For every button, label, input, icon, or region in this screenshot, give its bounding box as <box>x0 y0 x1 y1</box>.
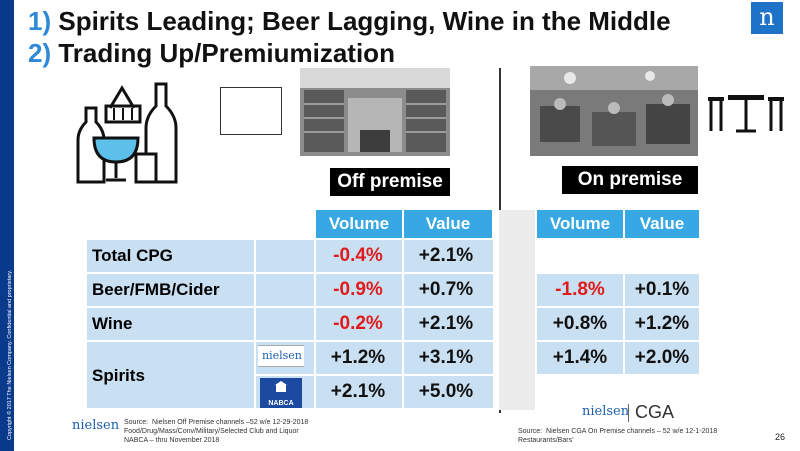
on-volume-header: Volume <box>537 210 623 238</box>
beer-off-value: +0.7% <box>418 279 474 300</box>
cell-gutter <box>256 374 493 376</box>
cga-logo-separator <box>628 404 629 422</box>
spirits-nielsen-off-value: +3.1% <box>418 347 474 368</box>
title-line-1-text: Spirits Leading; Beer Lagging, Wine in t… <box>58 6 671 36</box>
on-premise-label: On premise <box>562 166 698 194</box>
beer-on-value: +0.1% <box>634 279 690 300</box>
source-note-on-premise: Source: Nielsen CGA On Premise channels … <box>518 428 718 444</box>
off-premise-label: Off premise <box>330 168 450 196</box>
nielsen-source-logo: nielsen <box>258 345 304 367</box>
spirits-nabca-off-value: +5.0% <box>418 381 474 402</box>
total-cpg-off-volume: -0.4% <box>333 245 383 266</box>
total-cpg-off-value: +2.1% <box>418 245 474 266</box>
title-line-2-number: 2) <box>28 38 52 68</box>
bottles-basket-icon <box>76 82 178 184</box>
source-note-off-premise: Source: Nielsen Off Premise channels –52… <box>124 419 309 444</box>
table-row <box>87 240 493 272</box>
table-row <box>537 274 699 306</box>
building-icon <box>275 381 287 392</box>
page-number: 26 <box>775 432 786 442</box>
cell-gutter <box>314 240 316 408</box>
row-label-total-cpg: Total CPG <box>92 246 173 265</box>
bar-restaurant-photo <box>530 66 698 156</box>
row-label-spirits: Spirits <box>92 366 145 385</box>
table-row <box>87 308 493 340</box>
empty-placeholder-box <box>220 87 282 135</box>
beer-off-volume: -0.9% <box>333 279 383 300</box>
wine-on-volume: +0.8% <box>552 313 608 334</box>
spirits-on-value: +2.0% <box>634 347 690 368</box>
wine-off-volume: -0.2% <box>333 313 383 334</box>
off-value-header: Value <box>404 210 492 238</box>
title-line-2-text: Trading Up/Premiumization <box>58 38 395 68</box>
wine-on-value: +1.2% <box>634 313 690 334</box>
table-gap-column <box>499 210 535 410</box>
cga-nielsen-logo: nielsen <box>582 404 630 419</box>
title-line-1-number: 1) <box>28 6 52 36</box>
nielsen-n-logo-icon: n <box>751 2 783 34</box>
cell-gutter <box>402 240 404 408</box>
row-label-beer: Beer/FMB/Cider <box>92 280 220 299</box>
title-line-1: 1) Spirits Leading; Beer Lagging, Wine i… <box>28 6 671 37</box>
table-row <box>87 274 493 306</box>
liquor-store-photo <box>300 68 450 156</box>
on-value-header: Value <box>625 210 699 238</box>
spirits-on-volume: +1.4% <box>552 347 608 368</box>
cga-logo: CGA <box>635 402 675 422</box>
left-sidebar-bar: Copyright © 2017 The Nielsen Company. Co… <box>0 0 14 451</box>
row-label-wine: Wine <box>92 314 133 333</box>
off-volume-header: Volume <box>316 210 402 238</box>
bar-table-stools-icon <box>708 95 784 133</box>
cell-gutter <box>623 274 625 374</box>
table-row <box>537 342 699 374</box>
copyright-text: Copyright © 2017 The Nielsen Company. Co… <box>7 269 13 440</box>
cell-gutter <box>254 240 256 408</box>
beer-on-volume: -1.8% <box>555 279 605 300</box>
spirits-nielsen-off-volume: +1.2% <box>330 347 386 368</box>
spirits-nabca-off-volume: +2.1% <box>330 381 386 402</box>
nielsen-chip-text: nielsen <box>262 349 302 362</box>
nabca-label: NABCA <box>268 400 294 407</box>
table-row <box>537 308 699 340</box>
nabca-source-logo: NABCA <box>260 378 302 408</box>
footer-nielsen-logo: nielsen <box>72 418 120 433</box>
title-line-2: 2) Trading Up/Premiumization <box>28 38 395 69</box>
wine-off-value: +2.1% <box>418 313 474 334</box>
